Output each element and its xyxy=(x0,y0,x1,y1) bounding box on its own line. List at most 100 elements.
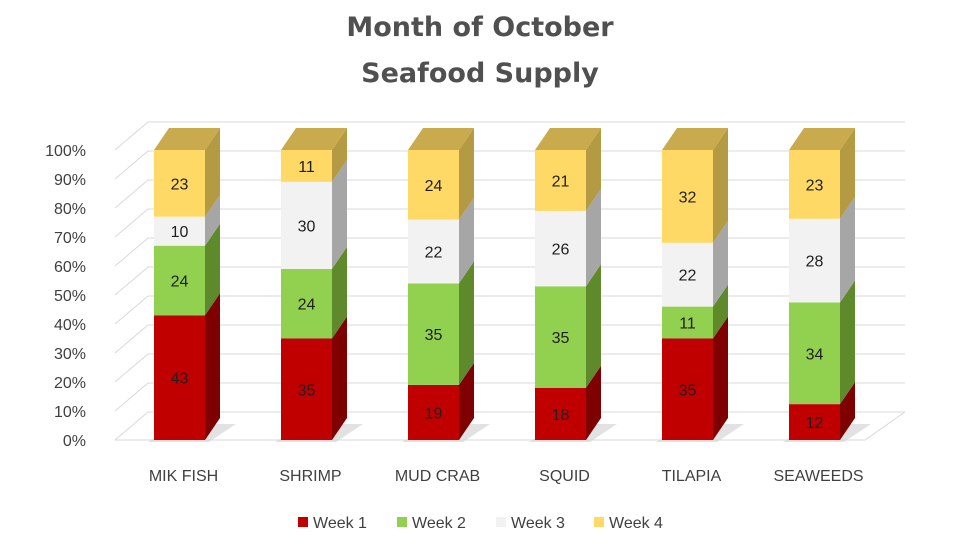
y-tick-label: 70% xyxy=(54,230,86,247)
data-label: 11 xyxy=(679,316,696,333)
bar-segment xyxy=(789,150,840,219)
data-label: 35 xyxy=(552,330,570,347)
gridline xyxy=(114,324,905,354)
legend-label: Week 4 xyxy=(609,515,663,532)
data-label: 22 xyxy=(425,245,443,262)
category-label: SEAWEEDS xyxy=(773,468,863,485)
bar-segment xyxy=(789,302,840,405)
gridline xyxy=(114,179,905,209)
bar-segment-side xyxy=(205,223,220,316)
category-label: MIK FISH xyxy=(149,468,218,485)
y-axis-ticks: 0% 10% 20% 30% 40% 50% 60% 70% 80% 90% 100% xyxy=(45,143,86,450)
bar-segment xyxy=(281,338,332,440)
bar-segment-side xyxy=(459,261,474,385)
bar-segment-side xyxy=(586,365,601,440)
bar-segment-side xyxy=(332,246,347,339)
bar-segment xyxy=(789,218,840,303)
legend-swatch xyxy=(594,517,604,527)
bar-segment-side xyxy=(840,382,855,440)
bar-segment xyxy=(154,216,205,246)
data-label: 18 xyxy=(552,407,570,424)
bar-segment xyxy=(535,210,586,287)
bar-segment xyxy=(662,150,713,243)
y-tick-label: 90% xyxy=(54,172,86,189)
legend-swatch xyxy=(298,517,308,527)
data-label: 23 xyxy=(806,177,824,194)
bar-segment-side xyxy=(332,128,347,182)
bar-segment-side xyxy=(713,220,728,307)
bar-segment-side xyxy=(713,128,728,243)
data-label: 35 xyxy=(679,382,697,399)
bar-segment xyxy=(408,150,459,220)
bar-segment-side xyxy=(586,264,601,388)
bar-top-face xyxy=(154,128,220,150)
category-label: SQUID xyxy=(539,468,590,485)
data-label: 23 xyxy=(171,176,189,193)
chart-title-line-1: Month of October xyxy=(346,12,614,43)
legend-swatch xyxy=(397,517,407,527)
data-label: 19 xyxy=(425,405,443,422)
bar-segment-side xyxy=(205,128,220,217)
bars xyxy=(148,128,871,442)
legend: Week 1 Week 2 Week 3 Week 4 xyxy=(298,515,663,532)
bar-segment-side xyxy=(840,280,855,405)
data-label: 24 xyxy=(425,178,443,195)
bar-segment-side xyxy=(459,362,474,440)
data-label: 26 xyxy=(552,242,570,259)
bar-segment-side xyxy=(586,128,601,211)
bar-segment xyxy=(281,150,332,182)
y-tick-label: 80% xyxy=(54,201,86,218)
gridline xyxy=(114,411,905,441)
bar-top-face xyxy=(535,128,601,150)
gridline xyxy=(114,353,905,383)
bar-segment xyxy=(154,150,205,217)
data-label: 43 xyxy=(171,371,189,388)
data-label: 30 xyxy=(298,218,316,235)
bar-segment-side xyxy=(840,128,855,219)
floor-edge xyxy=(115,411,906,441)
gridline xyxy=(114,382,905,412)
bar-segment xyxy=(662,338,713,440)
gridline xyxy=(114,208,905,238)
category-label: SHRIMP xyxy=(279,468,341,485)
gridlines xyxy=(114,121,906,441)
bar-segment xyxy=(535,150,586,211)
y-tick-label: 0% xyxy=(63,433,86,450)
data-label: 35 xyxy=(298,382,316,399)
y-tick-label: 40% xyxy=(54,317,86,334)
gridline xyxy=(114,237,905,267)
bar-segment xyxy=(662,242,713,307)
legend-swatch xyxy=(496,517,506,527)
category-label: TILAPIA xyxy=(662,468,722,485)
legend-label: Week 2 xyxy=(412,515,466,532)
gridline xyxy=(114,266,905,296)
bar-segment xyxy=(789,404,840,440)
bar-top-face xyxy=(662,128,728,150)
bar-segment xyxy=(408,384,459,440)
category-label: MUD CRAB xyxy=(395,468,480,485)
category-labels: MIK FISH SHRIMP MUD CRAB SQUID TILAPIA SEAWEE… xyxy=(149,468,864,485)
data-label: 35 xyxy=(425,327,443,344)
bar-segment xyxy=(154,315,205,440)
data-label: 24 xyxy=(171,274,189,291)
gridline xyxy=(114,295,905,325)
bar-segment-side xyxy=(586,188,601,287)
y-tick-label: 50% xyxy=(54,288,86,305)
bar-segment-side xyxy=(713,284,728,339)
bar-segment-side xyxy=(332,159,347,269)
y-tick-label: 60% xyxy=(54,259,86,276)
bar-segment xyxy=(535,286,586,388)
data-label: 11 xyxy=(298,159,315,176)
bar-segment xyxy=(408,283,459,385)
bar-segment-side xyxy=(459,128,474,220)
legend-label: Week 1 xyxy=(313,515,367,532)
bar-segment-side xyxy=(205,293,220,440)
data-label: 34 xyxy=(806,346,824,363)
data-label: 22 xyxy=(679,268,697,285)
bar-segment xyxy=(535,387,586,440)
bar-segment-side xyxy=(840,196,855,303)
bar-segment xyxy=(408,219,459,284)
bar-segment-side xyxy=(713,316,728,440)
data-label: 28 xyxy=(806,254,824,271)
